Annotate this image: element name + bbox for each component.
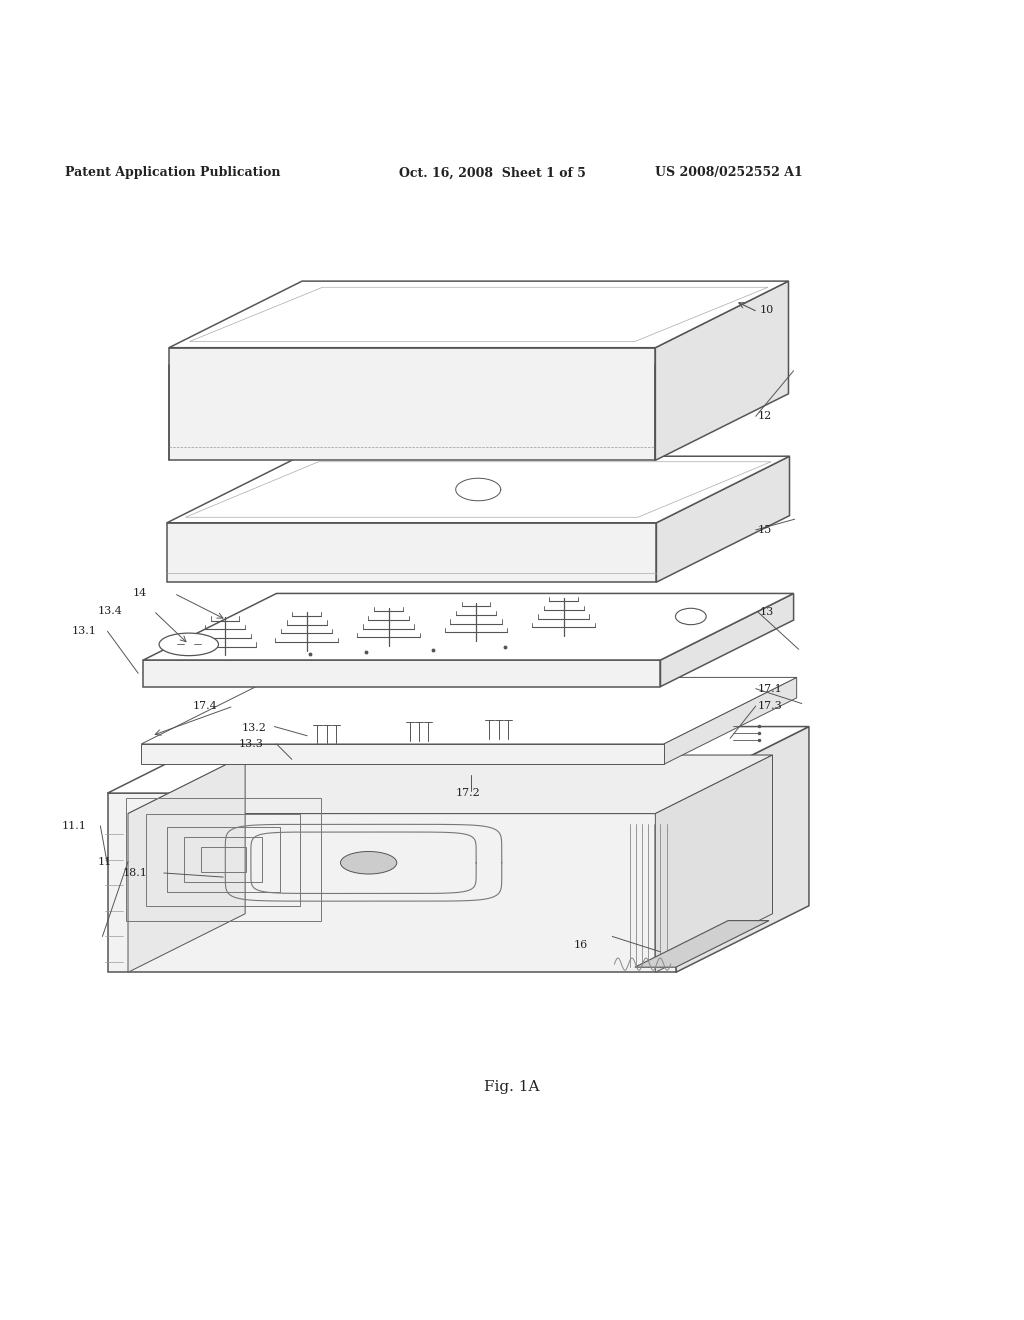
Polygon shape (143, 594, 794, 660)
Text: 14: 14 (133, 589, 147, 598)
Polygon shape (141, 677, 797, 744)
Polygon shape (656, 457, 790, 582)
Text: 13.2: 13.2 (242, 722, 266, 733)
Polygon shape (655, 755, 772, 973)
Text: US 2008/0252552 A1: US 2008/0252552 A1 (655, 166, 803, 180)
Text: 12: 12 (758, 412, 772, 421)
Text: 10: 10 (760, 305, 774, 314)
Text: 13.4: 13.4 (97, 606, 122, 616)
Polygon shape (128, 755, 772, 813)
Polygon shape (664, 677, 797, 764)
Text: 17.4: 17.4 (193, 701, 217, 711)
Text: Oct. 16, 2008  Sheet 1 of 5: Oct. 16, 2008 Sheet 1 of 5 (399, 166, 586, 180)
Polygon shape (169, 347, 655, 461)
Polygon shape (167, 523, 656, 582)
Ellipse shape (676, 609, 707, 624)
Polygon shape (143, 660, 660, 686)
Text: 18.1: 18.1 (123, 869, 147, 878)
Text: 13: 13 (760, 607, 774, 616)
Text: 17.1: 17.1 (758, 684, 782, 694)
Text: 13.1: 13.1 (72, 626, 96, 636)
Polygon shape (167, 457, 790, 523)
Text: 17.3: 17.3 (758, 701, 782, 711)
Polygon shape (141, 744, 664, 764)
Text: Patent Application Publication: Patent Application Publication (65, 166, 280, 180)
Polygon shape (108, 726, 809, 793)
Polygon shape (635, 920, 769, 968)
Ellipse shape (159, 634, 218, 656)
Polygon shape (128, 755, 245, 973)
Text: 15: 15 (758, 525, 772, 535)
Text: Fig. 1A: Fig. 1A (484, 1080, 540, 1094)
Polygon shape (676, 726, 809, 973)
Text: 13.3: 13.3 (239, 739, 263, 748)
Text: 11.1: 11.1 (61, 821, 86, 830)
Text: 16: 16 (573, 940, 588, 949)
Polygon shape (660, 594, 794, 686)
Text: 11: 11 (97, 857, 112, 867)
Text: 17.2: 17.2 (456, 788, 480, 799)
Polygon shape (655, 281, 788, 461)
Ellipse shape (340, 851, 397, 874)
Polygon shape (169, 281, 788, 347)
Polygon shape (108, 793, 676, 973)
